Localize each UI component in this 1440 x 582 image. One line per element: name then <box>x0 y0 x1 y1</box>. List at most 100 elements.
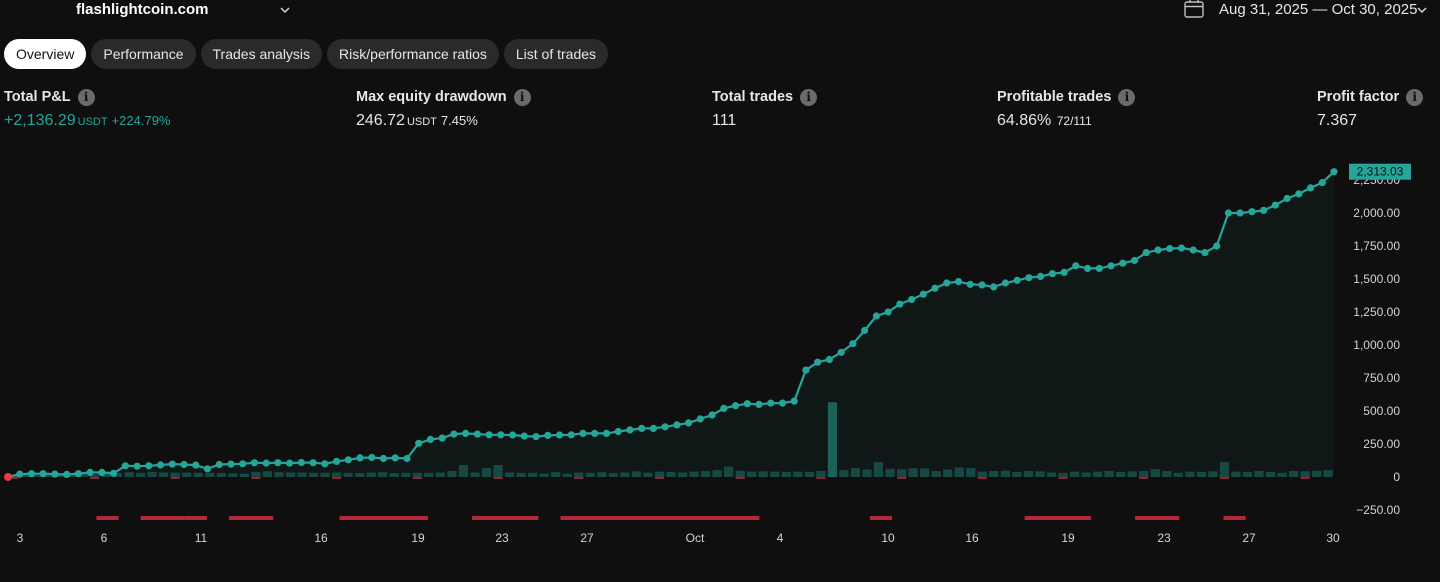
equity-point[interactable] <box>250 459 258 467</box>
equity-point[interactable] <box>86 468 94 476</box>
equity-point[interactable] <box>344 456 352 464</box>
equity-point[interactable] <box>1095 264 1103 272</box>
equity-point[interactable] <box>778 399 787 407</box>
equity-point[interactable] <box>1119 259 1127 267</box>
equity-point[interactable] <box>215 460 223 469</box>
equity-point[interactable] <box>978 281 986 289</box>
equity-point[interactable] <box>579 429 587 437</box>
equity-point[interactable] <box>802 366 810 374</box>
equity-point[interactable] <box>1295 190 1303 198</box>
equity-point[interactable] <box>614 427 622 436</box>
equity-point[interactable] <box>696 415 704 423</box>
chevron-down-icon[interactable] <box>1415 3 1429 17</box>
equity-point[interactable] <box>321 460 329 468</box>
tab-performance[interactable]: Performance <box>91 39 196 69</box>
equity-point[interactable] <box>274 459 282 467</box>
info-icon[interactable]: i <box>800 88 818 106</box>
equity-point[interactable] <box>1224 209 1232 217</box>
equity-point[interactable] <box>896 300 904 308</box>
equity-point[interactable] <box>919 290 927 298</box>
equity-point[interactable] <box>450 430 458 438</box>
equity-point[interactable] <box>649 424 658 432</box>
equity-point[interactable] <box>297 458 305 467</box>
equity-point[interactable] <box>309 459 317 467</box>
equity-point[interactable] <box>203 465 212 473</box>
tab-trades-analysis[interactable]: Trades analysis <box>200 39 323 69</box>
equity-point[interactable] <box>626 426 634 434</box>
equity-point[interactable] <box>954 278 963 286</box>
equity-point[interactable] <box>368 453 376 462</box>
equity-point[interactable] <box>767 399 775 407</box>
equity-point[interactable] <box>1130 256 1139 265</box>
tab-list-of-trades[interactable]: List of trades <box>503 39 609 69</box>
equity-point[interactable] <box>966 280 974 288</box>
equity-point[interactable] <box>1177 244 1186 252</box>
equity-point[interactable] <box>462 429 470 437</box>
equity-point[interactable] <box>145 462 153 470</box>
equity-point[interactable] <box>1154 246 1162 254</box>
equity-point[interactable] <box>333 457 341 465</box>
equity-point[interactable] <box>1189 246 1197 254</box>
info-icon[interactable]: i <box>513 88 531 106</box>
equity-point[interactable] <box>849 340 857 348</box>
equity-point[interactable] <box>63 470 71 478</box>
equity-point[interactable] <box>1048 270 1056 278</box>
tab-risk-performance-ratios[interactable]: Risk/performance ratios <box>327 39 499 69</box>
info-icon[interactable]: i <box>77 88 95 106</box>
equity-point[interactable] <box>1213 242 1221 250</box>
equity-point[interactable] <box>814 358 822 366</box>
equity-point[interactable] <box>379 454 388 463</box>
equity-point[interactable] <box>1025 274 1033 282</box>
equity-point[interactable] <box>544 431 552 439</box>
equity-point[interactable] <box>1260 206 1268 214</box>
equity-point[interactable] <box>872 312 881 320</box>
account-name[interactable]: flashlightcoin.com <box>76 1 209 18</box>
equity-point[interactable] <box>438 434 446 442</box>
equity-point[interactable] <box>168 460 176 468</box>
equity-point[interactable] <box>473 430 481 438</box>
equity-point[interactable] <box>1271 201 1279 209</box>
equity-point[interactable] <box>943 279 951 287</box>
equity-point[interactable] <box>98 468 106 476</box>
date-range[interactable]: Aug 31, 2025 — Oct 30, 2025 <box>1219 1 1418 18</box>
equity-point[interactable] <box>908 295 916 304</box>
calendar-icon[interactable] <box>1184 0 1204 18</box>
equity-point[interactable] <box>602 429 611 437</box>
equity-point[interactable] <box>591 429 599 437</box>
equity-point[interactable] <box>262 459 270 467</box>
equity-point[interactable] <box>74 470 82 478</box>
equity-point[interactable] <box>51 470 59 478</box>
equity-point[interactable] <box>497 431 505 439</box>
equity-point[interactable] <box>755 400 763 408</box>
equity-point[interactable] <box>16 470 24 478</box>
equity-point[interactable] <box>27 470 36 478</box>
equity-point[interactable] <box>1107 262 1115 270</box>
equity-point[interactable] <box>1001 279 1010 287</box>
equity-point[interactable] <box>1201 249 1209 257</box>
equity-point[interactable] <box>1084 264 1092 272</box>
tab-overview[interactable]: Overview <box>4 39 87 69</box>
equity-point[interactable] <box>1142 249 1150 257</box>
equity-point[interactable] <box>661 423 669 431</box>
equity-point[interactable] <box>180 460 188 469</box>
equity-point[interactable] <box>1318 179 1326 187</box>
info-icon[interactable]: i <box>1118 88 1136 106</box>
equity-point[interactable] <box>567 431 575 439</box>
equity-point[interactable] <box>532 433 540 441</box>
equity-chart[interactable]: 2,250.002,000.001,750.001,500.001,250.00… <box>0 150 1440 550</box>
equity-point[interactable] <box>1013 276 1021 284</box>
equity-point[interactable] <box>356 454 364 462</box>
equity-point[interactable] <box>239 460 247 468</box>
equity-point[interactable] <box>1060 268 1068 276</box>
equity-point[interactable] <box>1236 209 1244 217</box>
equity-point[interactable] <box>731 402 740 410</box>
equity-point[interactable] <box>1072 262 1080 270</box>
equity-point[interactable] <box>990 283 998 291</box>
equity-point[interactable] <box>415 439 423 447</box>
equity-point[interactable] <box>110 469 118 477</box>
equity-point[interactable] <box>192 461 200 469</box>
equity-point[interactable] <box>1306 184 1315 192</box>
equity-point[interactable] <box>426 435 434 443</box>
equity-point[interactable] <box>156 461 165 469</box>
equity-point[interactable] <box>720 404 728 412</box>
